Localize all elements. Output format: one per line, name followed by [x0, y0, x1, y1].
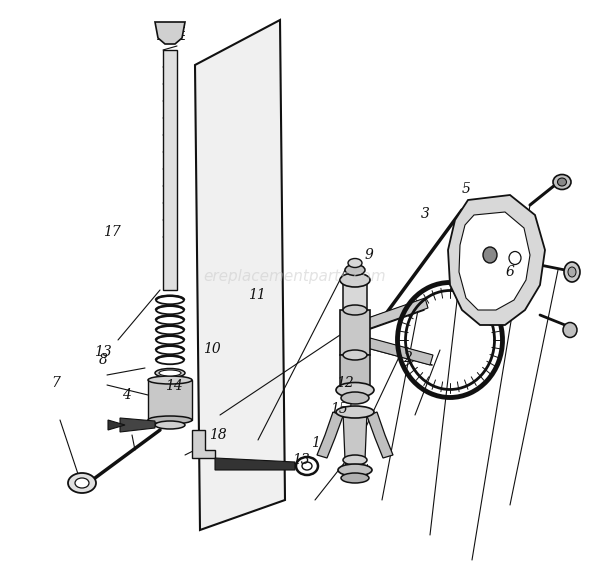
Ellipse shape [148, 416, 192, 424]
Polygon shape [215, 458, 295, 470]
Ellipse shape [341, 392, 369, 404]
Ellipse shape [343, 305, 367, 315]
Text: 7: 7 [51, 376, 61, 390]
Polygon shape [343, 280, 367, 310]
Text: 13: 13 [292, 454, 310, 467]
Polygon shape [120, 418, 155, 432]
Text: 18: 18 [209, 428, 227, 442]
Ellipse shape [336, 406, 374, 418]
Ellipse shape [343, 455, 367, 465]
Ellipse shape [75, 478, 89, 488]
Ellipse shape [568, 267, 576, 277]
Ellipse shape [343, 385, 367, 395]
Polygon shape [340, 355, 370, 390]
Ellipse shape [148, 376, 192, 384]
Text: 1: 1 [311, 436, 320, 450]
Ellipse shape [336, 383, 374, 398]
Polygon shape [343, 412, 367, 460]
Ellipse shape [338, 464, 372, 476]
Ellipse shape [159, 370, 181, 376]
Polygon shape [195, 20, 285, 530]
Polygon shape [163, 50, 177, 290]
Ellipse shape [68, 473, 96, 493]
Text: 17: 17 [103, 225, 121, 239]
Polygon shape [367, 412, 393, 458]
Text: 9: 9 [364, 248, 373, 261]
Ellipse shape [340, 273, 370, 287]
Text: 13: 13 [94, 345, 112, 359]
Ellipse shape [483, 247, 497, 263]
Ellipse shape [155, 421, 185, 429]
Text: 10: 10 [204, 342, 221, 356]
Text: 2: 2 [402, 351, 412, 364]
Polygon shape [367, 338, 433, 365]
Text: 8: 8 [99, 353, 108, 367]
Ellipse shape [564, 262, 580, 282]
Ellipse shape [558, 178, 566, 186]
Polygon shape [317, 412, 343, 458]
Polygon shape [459, 212, 530, 310]
Text: ereplacementparts.com: ereplacementparts.com [204, 269, 386, 284]
Polygon shape [192, 430, 215, 458]
Polygon shape [340, 310, 370, 355]
Text: 14: 14 [165, 379, 183, 393]
Ellipse shape [348, 259, 362, 268]
Text: 12: 12 [336, 376, 354, 390]
Text: 6: 6 [506, 265, 515, 279]
Ellipse shape [341, 473, 369, 483]
Text: 5: 5 [461, 182, 471, 196]
Ellipse shape [155, 368, 185, 378]
Polygon shape [148, 380, 192, 420]
Ellipse shape [563, 323, 577, 337]
Ellipse shape [345, 264, 365, 276]
Text: 15: 15 [330, 402, 348, 416]
Polygon shape [365, 298, 428, 329]
Ellipse shape [509, 252, 521, 264]
Text: 11: 11 [248, 288, 266, 301]
Text: 3: 3 [420, 208, 430, 221]
Polygon shape [155, 22, 185, 44]
Ellipse shape [302, 462, 312, 470]
Polygon shape [448, 195, 545, 325]
Ellipse shape [343, 350, 367, 360]
Polygon shape [108, 420, 125, 430]
Text: 4: 4 [122, 388, 132, 402]
Ellipse shape [553, 174, 571, 189]
